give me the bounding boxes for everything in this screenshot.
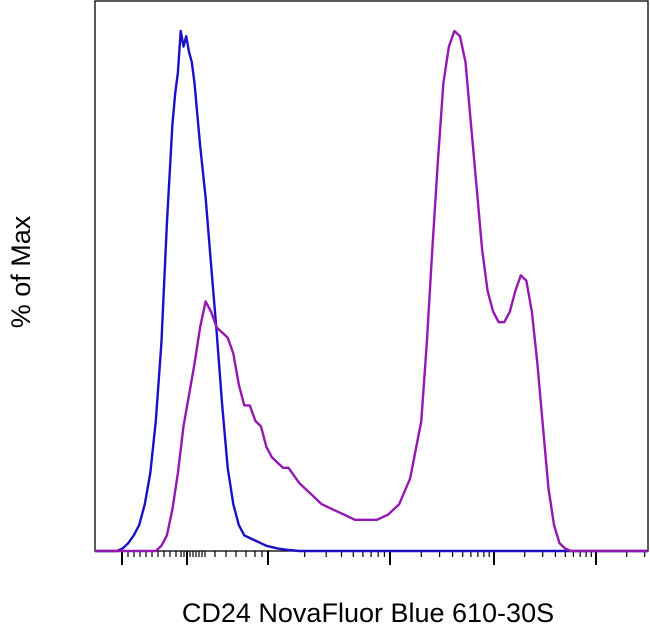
series-line-2 (95, 29, 648, 553)
x-axis-ticks (121, 551, 646, 565)
series-line-1 (95, 29, 648, 553)
y-axis-label: % of Max (6, 215, 36, 328)
series-layer (95, 29, 648, 553)
x-axis-label: CD24 NovaFluor Blue 610-30S (182, 598, 554, 628)
